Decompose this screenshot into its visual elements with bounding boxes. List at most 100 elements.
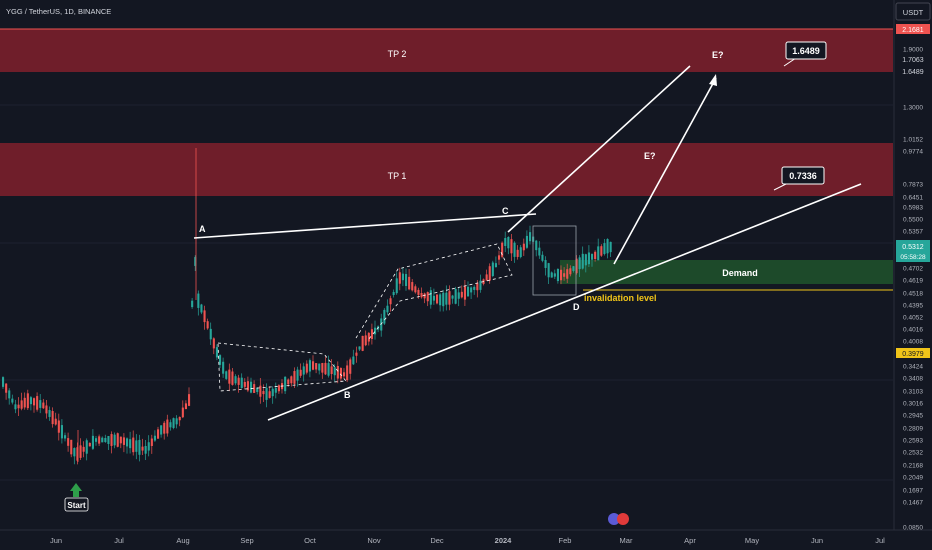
y-tick-label: 1.0152	[903, 137, 923, 144]
candle-body	[516, 249, 519, 257]
candle-body	[460, 291, 463, 298]
candle-body	[473, 286, 476, 290]
candle-body	[476, 283, 479, 291]
wave-label-a: A	[199, 224, 206, 234]
y-tick-label: 0.4619	[903, 278, 923, 285]
candle-body	[370, 329, 373, 339]
dashed-triangle	[217, 342, 347, 392]
candle-body	[498, 255, 501, 260]
candle-body	[73, 448, 76, 457]
candle-body	[609, 241, 612, 253]
candle-body	[98, 436, 101, 444]
dashed-patterns	[217, 243, 513, 392]
upper-trendline	[193, 213, 537, 239]
y-tick-label: 1.3000	[903, 105, 923, 112]
candle-body	[423, 293, 426, 299]
y-tick-label: 0.4052	[903, 315, 923, 322]
tp-lower-badge	[896, 66, 930, 76]
candle-body	[572, 266, 575, 271]
y-tick-label: 0.4016	[903, 327, 923, 334]
candle-body	[160, 425, 163, 435]
price-badges: 2.1681 1.7063 1.6489 0.5312 05:58:28 0.3…	[896, 24, 930, 358]
candle-body	[104, 437, 107, 443]
candle-body	[454, 288, 457, 304]
candle-body	[401, 273, 404, 281]
candle-body	[64, 435, 67, 439]
candle-body	[569, 268, 572, 275]
candle-body	[451, 295, 454, 299]
candle-body	[132, 437, 135, 453]
candle-body	[290, 376, 293, 384]
candle-body	[181, 407, 184, 418]
wave-label-c: C	[502, 206, 509, 216]
tradingview-event-icon[interactable]	[608, 513, 629, 525]
candle-body	[203, 310, 206, 323]
candle-body	[395, 278, 398, 294]
x-tick-label: Jul	[114, 536, 124, 545]
y-tick-label: 0.2049	[903, 475, 923, 482]
candle-body	[563, 273, 566, 277]
candle-body	[14, 404, 17, 410]
candle-body	[265, 387, 268, 400]
lower-trendline	[267, 183, 862, 421]
candle-body	[488, 266, 491, 281]
candle-body	[383, 309, 386, 324]
candle-body	[479, 280, 482, 290]
candle-body	[389, 298, 392, 305]
candle-body	[485, 274, 488, 281]
start-label: Start	[67, 501, 86, 510]
candle-body	[172, 418, 175, 428]
candle-body	[550, 272, 553, 278]
candle-body	[355, 352, 358, 356]
candle-body	[606, 239, 609, 254]
candle-body	[522, 243, 525, 251]
y-tick-label: 0.4518	[903, 291, 923, 298]
candle-body	[8, 390, 11, 399]
candle-body	[504, 238, 507, 246]
trend-lines	[193, 65, 862, 421]
candle-body	[200, 304, 203, 313]
top-red-badge-text: 2.1681	[902, 27, 924, 34]
candle-body	[584, 254, 587, 266]
candle-body	[122, 437, 125, 445]
event-icon-left	[608, 513, 620, 525]
candle-body	[26, 393, 29, 409]
candle-body	[45, 405, 48, 414]
candle-body	[138, 439, 141, 455]
candle-body	[228, 369, 231, 384]
price-axis[interactable]	[894, 0, 932, 550]
currency-box[interactable]	[895, 2, 931, 21]
candle-body	[150, 438, 153, 446]
candle-body	[178, 416, 181, 421]
x-tick-label: Jun	[811, 536, 823, 545]
yellow-badge-text: 0.3979	[902, 351, 924, 358]
candle-body	[277, 385, 280, 392]
candle-body	[85, 440, 88, 454]
candle-body	[113, 434, 116, 446]
tp1-zone	[0, 143, 893, 196]
demand-label: Demand	[722, 268, 758, 278]
symbol-title: YGG / TetherUS, 1D, BINANCE	[6, 7, 111, 16]
y-tick-label: 0.5983	[903, 205, 923, 212]
candle-body	[367, 332, 370, 342]
candle-body	[463, 286, 466, 300]
candle-body	[457, 292, 460, 299]
demand-zone	[560, 260, 893, 284]
candle-body	[305, 363, 308, 373]
candle-body	[240, 377, 243, 389]
x-axis-ticks: Jun Jul Aug Sep Oct Nov Dec 2024 Feb Mar Apr May Jun…	[50, 536, 885, 545]
candle-body	[141, 446, 144, 451]
candles	[2, 148, 612, 465]
x-tick-label: Aug	[176, 536, 189, 545]
candle-body	[163, 422, 166, 434]
candle-body	[166, 419, 169, 434]
candle-body	[293, 371, 296, 384]
candle-body	[169, 422, 172, 428]
y-tick-label: 0.2168	[903, 463, 923, 470]
grid-lines	[0, 104, 893, 481]
candle-body	[2, 377, 5, 387]
x-tick-label: Jun	[50, 536, 62, 545]
candle-body	[560, 269, 563, 281]
candle-body	[107, 436, 110, 444]
